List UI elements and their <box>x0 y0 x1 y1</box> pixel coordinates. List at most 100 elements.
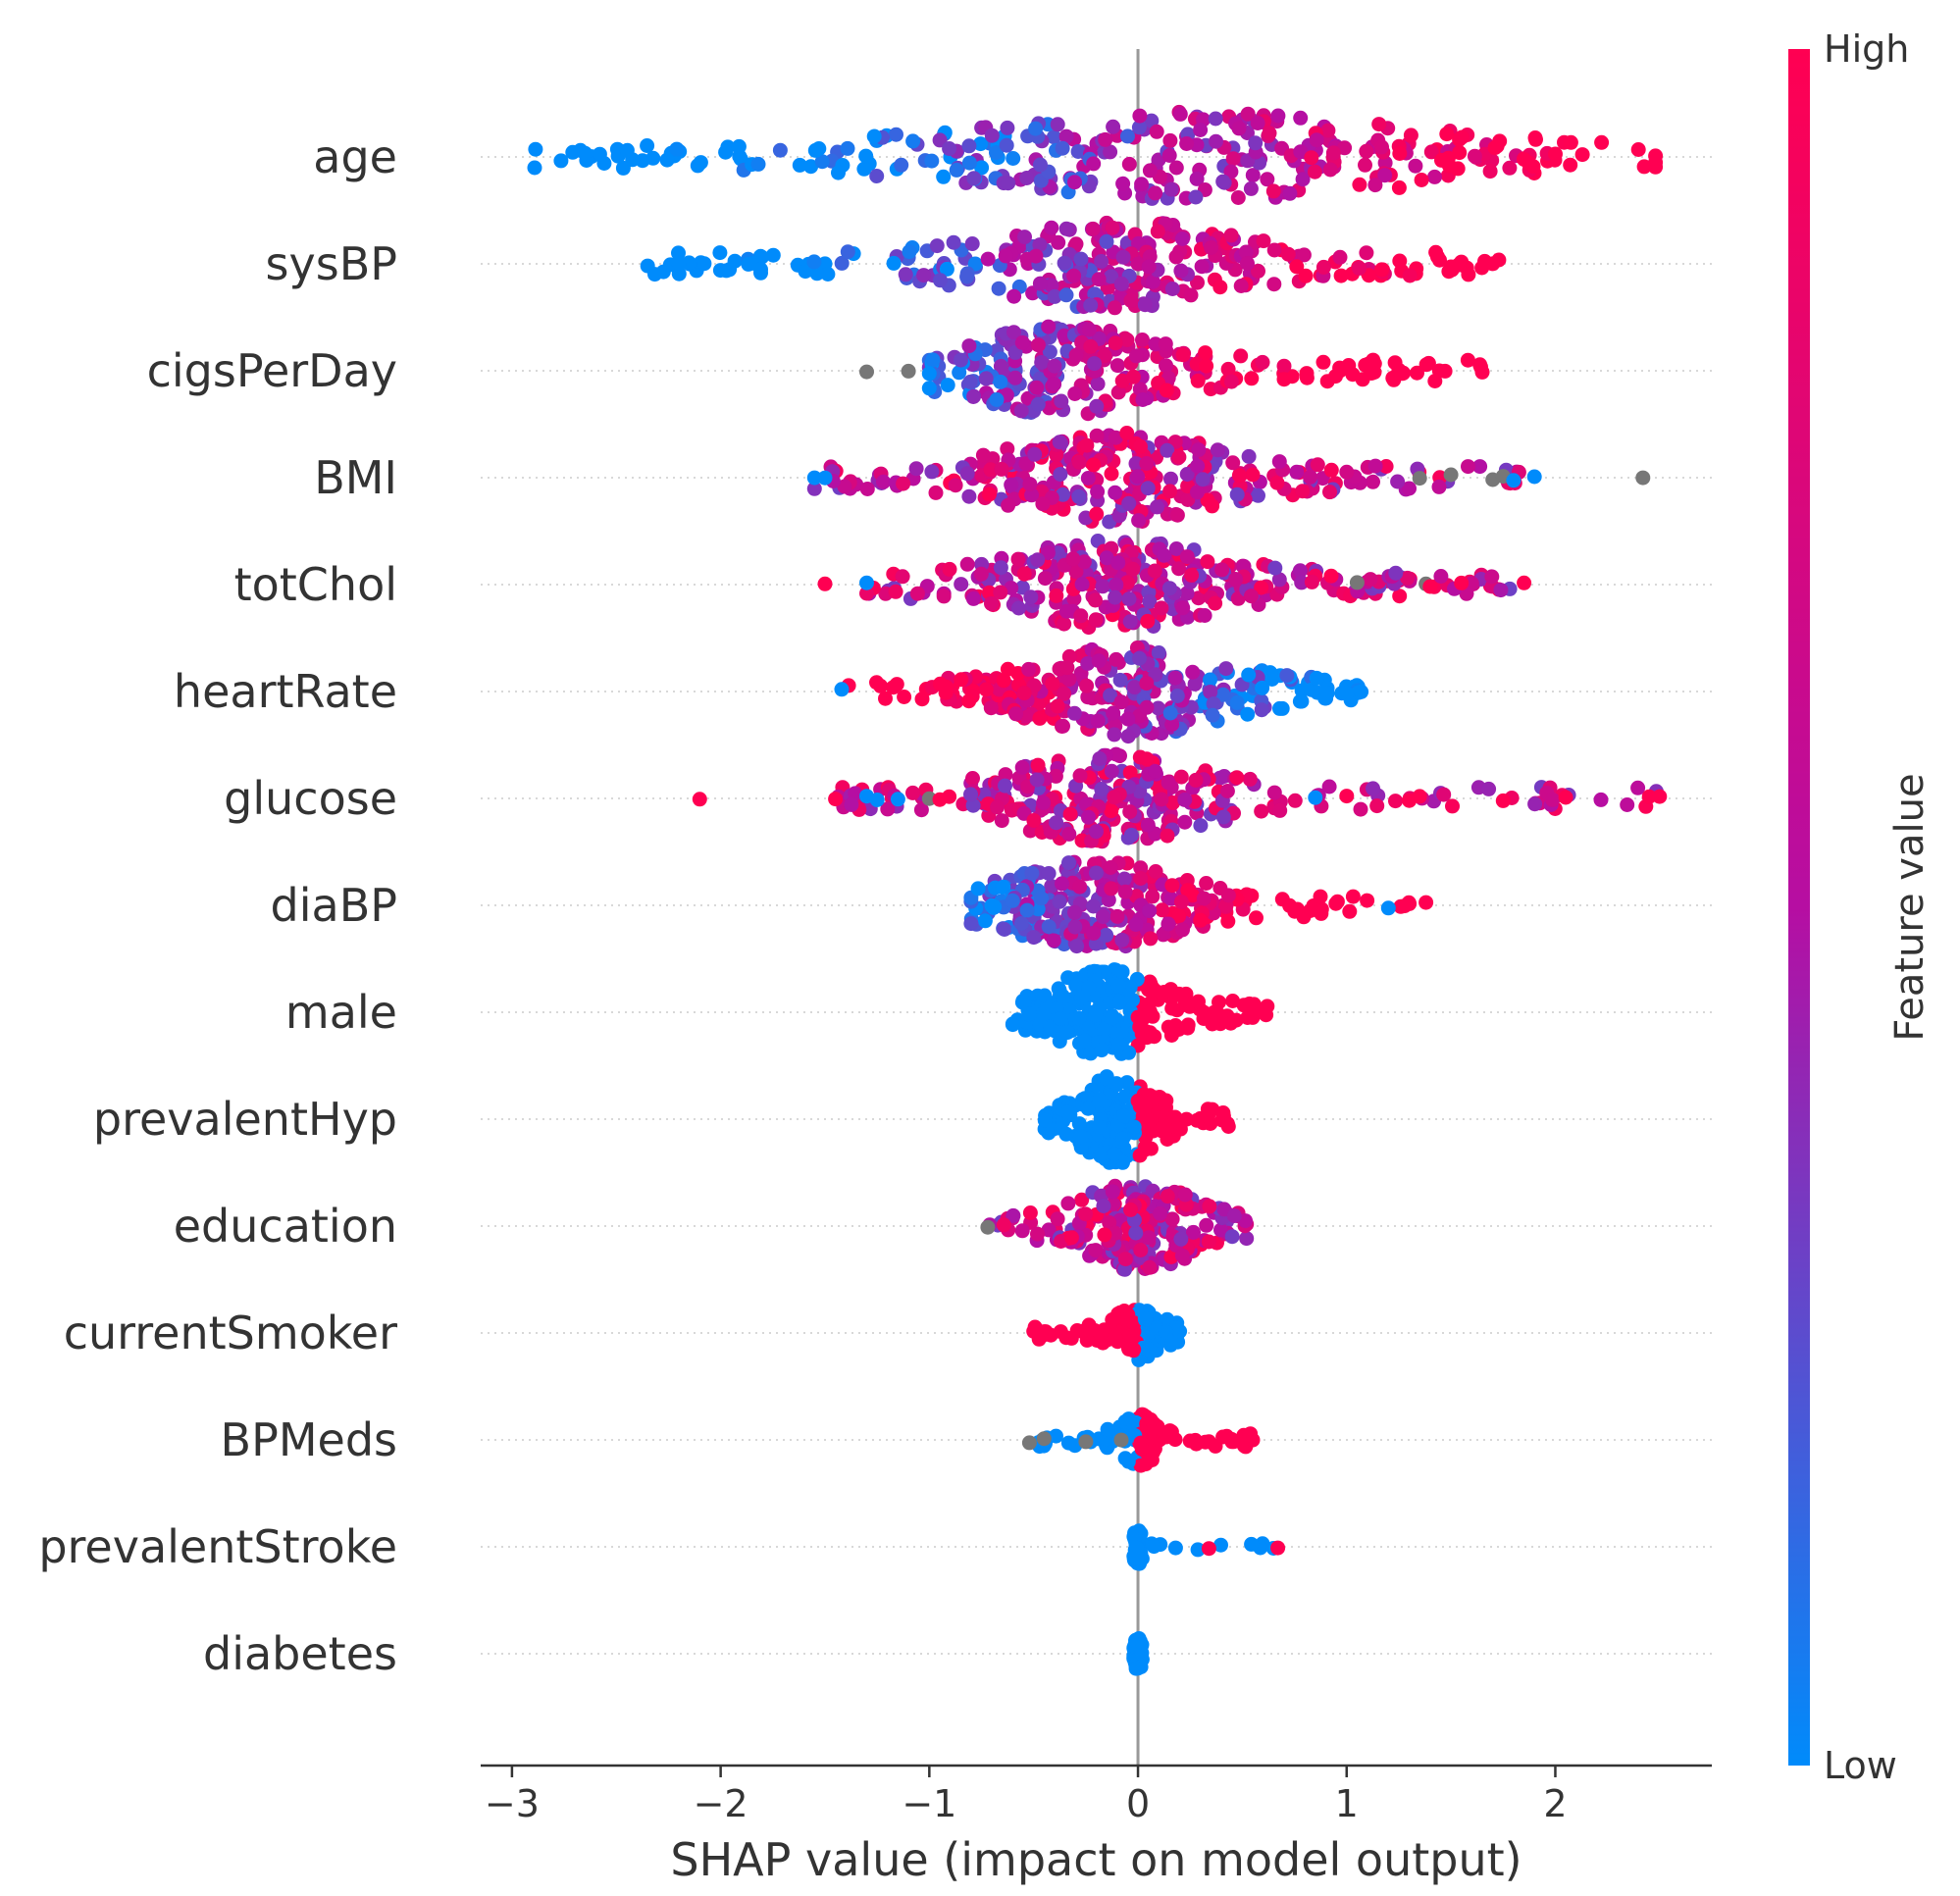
feature-label: sysBP <box>266 237 397 290</box>
shap-point <box>1164 1211 1180 1227</box>
shap-point <box>1309 132 1324 148</box>
shap-point <box>1068 978 1084 994</box>
feature-row-education <box>980 1178 1255 1277</box>
shap-point <box>1049 447 1064 463</box>
shap-point-outlier <box>869 793 885 807</box>
shap-point <box>565 144 581 160</box>
shap-point-outlier <box>828 792 844 807</box>
shap-point <box>1392 589 1408 604</box>
shap-point <box>1266 785 1282 800</box>
shap-point <box>1123 827 1139 843</box>
shap-point <box>1115 1131 1130 1147</box>
shap-point <box>1117 1089 1133 1104</box>
shap-point <box>1255 354 1270 370</box>
shap-point <box>1089 398 1105 414</box>
shap-point <box>1231 121 1247 136</box>
shap-point-outlier <box>921 366 937 382</box>
shap-point-outlier <box>1354 684 1369 699</box>
shap-point <box>1006 1207 1021 1223</box>
shap-point <box>980 251 996 267</box>
shap-point <box>942 561 957 577</box>
shap-point <box>1188 772 1204 788</box>
shap-point <box>1080 656 1096 671</box>
shap-point <box>1127 680 1143 695</box>
shap-point <box>1160 442 1175 458</box>
shap-point <box>1620 797 1635 812</box>
shap-point <box>1042 344 1057 360</box>
shap-point <box>1122 614 1138 630</box>
shap-point <box>1121 156 1137 172</box>
shap-point <box>1429 249 1445 265</box>
shap-point <box>1266 277 1282 292</box>
shap-point <box>1016 566 1032 582</box>
shap-point <box>1231 468 1247 484</box>
shap-point <box>1109 1077 1124 1093</box>
shap-point-outlier <box>1245 1432 1261 1448</box>
shap-point <box>1190 1542 1206 1558</box>
shap-point <box>1169 1002 1185 1018</box>
shap-point <box>1121 495 1137 511</box>
shap-point <box>993 585 1008 600</box>
shap-point <box>1158 1324 1173 1340</box>
shap-point <box>1206 696 1221 712</box>
shap-point <box>1022 477 1038 492</box>
shap-point <box>1137 1311 1153 1327</box>
shap-point <box>1122 804 1138 820</box>
shap-point <box>1044 220 1059 235</box>
shap-point-outlier <box>1339 789 1355 804</box>
shap-point <box>1047 377 1062 392</box>
shap-point <box>1004 477 1019 492</box>
shap-point <box>1146 1539 1161 1555</box>
shap-point <box>896 476 911 491</box>
shap-point <box>1636 159 1652 175</box>
shap-point <box>1067 904 1082 920</box>
shap-point-outlier <box>1113 1432 1129 1448</box>
shap-point <box>1158 336 1173 352</box>
shap-point <box>1563 157 1578 173</box>
shap-point <box>1162 1423 1178 1439</box>
shap-point-outlier <box>859 364 874 380</box>
shap-point <box>1323 462 1339 478</box>
shap-point <box>1037 988 1053 1003</box>
shap-point <box>1049 1428 1063 1444</box>
shap-point <box>1140 481 1156 496</box>
shap-point <box>948 478 963 493</box>
shap-point <box>1240 106 1256 122</box>
shap-point <box>1030 757 1046 773</box>
colorbar-gradient <box>1788 49 1810 1766</box>
shap-point <box>913 802 929 818</box>
shap-point <box>1427 169 1442 184</box>
shap-point <box>1094 1043 1109 1058</box>
shap-point <box>1089 824 1104 840</box>
shap-point <box>1115 176 1131 191</box>
shap-point <box>1187 676 1203 692</box>
shap-point <box>1133 860 1149 876</box>
shap-point <box>1011 600 1026 616</box>
shap-point <box>1049 815 1064 831</box>
shap-point <box>1377 168 1393 183</box>
shap-point <box>1319 374 1335 389</box>
shap-point <box>886 680 902 695</box>
shap-point <box>1215 809 1231 825</box>
shap-point <box>997 922 1012 937</box>
shap-point <box>750 156 766 172</box>
feature-row-totChol <box>817 534 1532 636</box>
shap-point <box>1079 437 1095 453</box>
shap-point <box>1066 705 1082 721</box>
shap-point <box>1359 143 1374 159</box>
shap-point <box>1105 1010 1120 1026</box>
shap-point <box>966 388 982 404</box>
shap-point <box>1238 244 1254 260</box>
shap-point <box>894 157 909 173</box>
shap-point <box>1099 550 1114 566</box>
shap-point <box>834 255 850 271</box>
shap-point <box>1073 251 1089 267</box>
shap-point <box>1188 189 1204 205</box>
shap-point <box>1157 547 1172 563</box>
shap-point <box>1179 467 1195 482</box>
shap-point <box>1199 876 1214 891</box>
shap-point <box>1233 348 1249 364</box>
shap-point <box>1047 358 1062 374</box>
shap-point <box>1141 1230 1157 1246</box>
shap-point <box>1279 668 1295 684</box>
